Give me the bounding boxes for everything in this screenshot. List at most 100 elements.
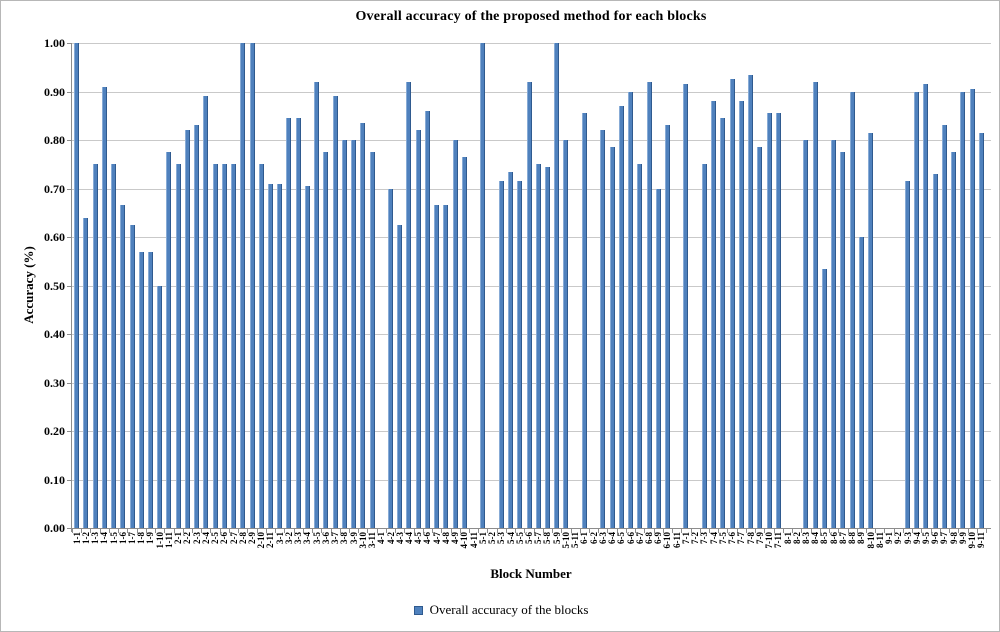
x-tick-mark <box>173 529 175 533</box>
bar <box>498 181 504 528</box>
x-tick-mark <box>358 529 360 533</box>
x-tick-mark <box>219 529 221 533</box>
bar <box>766 113 772 528</box>
x-tick-mark <box>265 529 267 533</box>
x-tick-mark <box>819 529 821 533</box>
bar <box>286 118 292 528</box>
bar <box>480 43 486 528</box>
x-tick-label: 4-2 <box>385 532 396 544</box>
x-tick-mark <box>238 529 240 533</box>
bar <box>683 84 689 528</box>
x-tick-mark <box>792 529 794 533</box>
x-tick-mark <box>736 529 738 533</box>
x-tick-mark <box>210 529 212 533</box>
x-tick-label: 1-9 <box>145 532 156 544</box>
x-tick-mark <box>99 529 101 533</box>
x-tick-mark <box>487 529 489 533</box>
x-tick-mark <box>552 529 554 533</box>
x-tick-label: 9-2 <box>893 532 904 544</box>
x-tick-mark <box>598 529 600 533</box>
x-tick-mark <box>404 529 406 533</box>
bar <box>729 79 735 528</box>
x-tick-label: 3-8 <box>339 532 350 544</box>
bar <box>277 183 283 528</box>
x-tick-mark <box>90 529 92 533</box>
x-tick-label: 4-1 <box>376 532 387 544</box>
x-tick-label: 1-4 <box>99 532 110 544</box>
bar <box>711 101 717 528</box>
bar <box>341 140 347 528</box>
x-tick-mark <box>921 529 923 533</box>
bar <box>775 113 781 528</box>
y-tick-label: 0.60 <box>44 230 65 244</box>
x-tick-mark <box>339 529 341 533</box>
bar <box>581 113 587 528</box>
x-tick-mark <box>986 529 987 533</box>
bar <box>120 205 126 528</box>
bar <box>932 173 938 528</box>
x-tick-mark <box>662 529 664 533</box>
y-tick-label: 0.40 <box>44 327 65 341</box>
y-tick-mark <box>67 528 71 529</box>
bar <box>461 156 467 528</box>
x-tick-mark <box>782 529 784 533</box>
bar <box>147 251 153 528</box>
x-tick-mark <box>376 529 378 533</box>
y-tick-mark <box>67 43 71 44</box>
x-tick-mark <box>284 529 286 533</box>
x-tick-mark <box>478 529 480 533</box>
x-tick-mark <box>201 529 203 533</box>
bar <box>332 96 338 528</box>
y-tick-label: 0.10 <box>44 472 65 487</box>
x-tick-mark <box>524 529 526 533</box>
x-tick-mark <box>192 529 194 533</box>
bar <box>812 81 818 528</box>
bar <box>831 140 837 528</box>
x-tick-mark <box>496 529 498 533</box>
x-tick-mark <box>902 529 904 533</box>
x-tick-mark <box>607 529 609 533</box>
x-tick-mark <box>81 529 83 533</box>
bar <box>83 217 89 528</box>
y-tick-label: 0.30 <box>44 375 65 390</box>
x-tick-mark <box>348 529 350 533</box>
x-tick-mark <box>699 529 701 533</box>
x-tick-mark <box>432 529 434 533</box>
bar <box>618 106 624 528</box>
bar <box>600 130 606 528</box>
x-tick-label: 4-6 <box>422 532 433 544</box>
x-tick-mark <box>829 529 831 533</box>
legend-label: Overall accuracy of the blocks <box>429 602 589 617</box>
x-axis-title: Block Number <box>490 566 572 581</box>
y-tick-label: 0.80 <box>44 133 65 147</box>
x-tick-mark <box>884 529 886 533</box>
x-tick-mark <box>450 529 452 533</box>
bar <box>858 237 864 528</box>
bar <box>969 89 975 528</box>
x-tick-mark <box>856 529 858 533</box>
bar <box>914 91 920 528</box>
bar <box>526 81 532 528</box>
bar <box>646 81 652 528</box>
bar <box>267 183 273 528</box>
x-tick-mark <box>745 529 747 533</box>
x-tick-mark <box>967 529 969 533</box>
x-tick-label: 9-11 <box>976 532 987 549</box>
bar <box>295 118 301 528</box>
x-tick-mark <box>709 529 711 533</box>
bar <box>221 164 227 528</box>
x-tick-mark <box>413 529 415 533</box>
y-tick-mark <box>67 285 71 287</box>
bar <box>664 125 670 528</box>
legend: Overall accuracy of the blocks <box>1 600 999 620</box>
bar <box>157 285 163 528</box>
x-tick-mark <box>838 529 840 533</box>
x-tick-mark <box>321 529 323 533</box>
bar <box>240 43 246 528</box>
bar <box>231 164 237 528</box>
x-tick-mark <box>755 529 757 533</box>
x-tick-label: 6-1 <box>579 532 590 544</box>
x-tick-label: 7-7 <box>736 532 747 544</box>
x-tick-mark <box>561 529 563 533</box>
y-tick-mark <box>67 91 71 93</box>
